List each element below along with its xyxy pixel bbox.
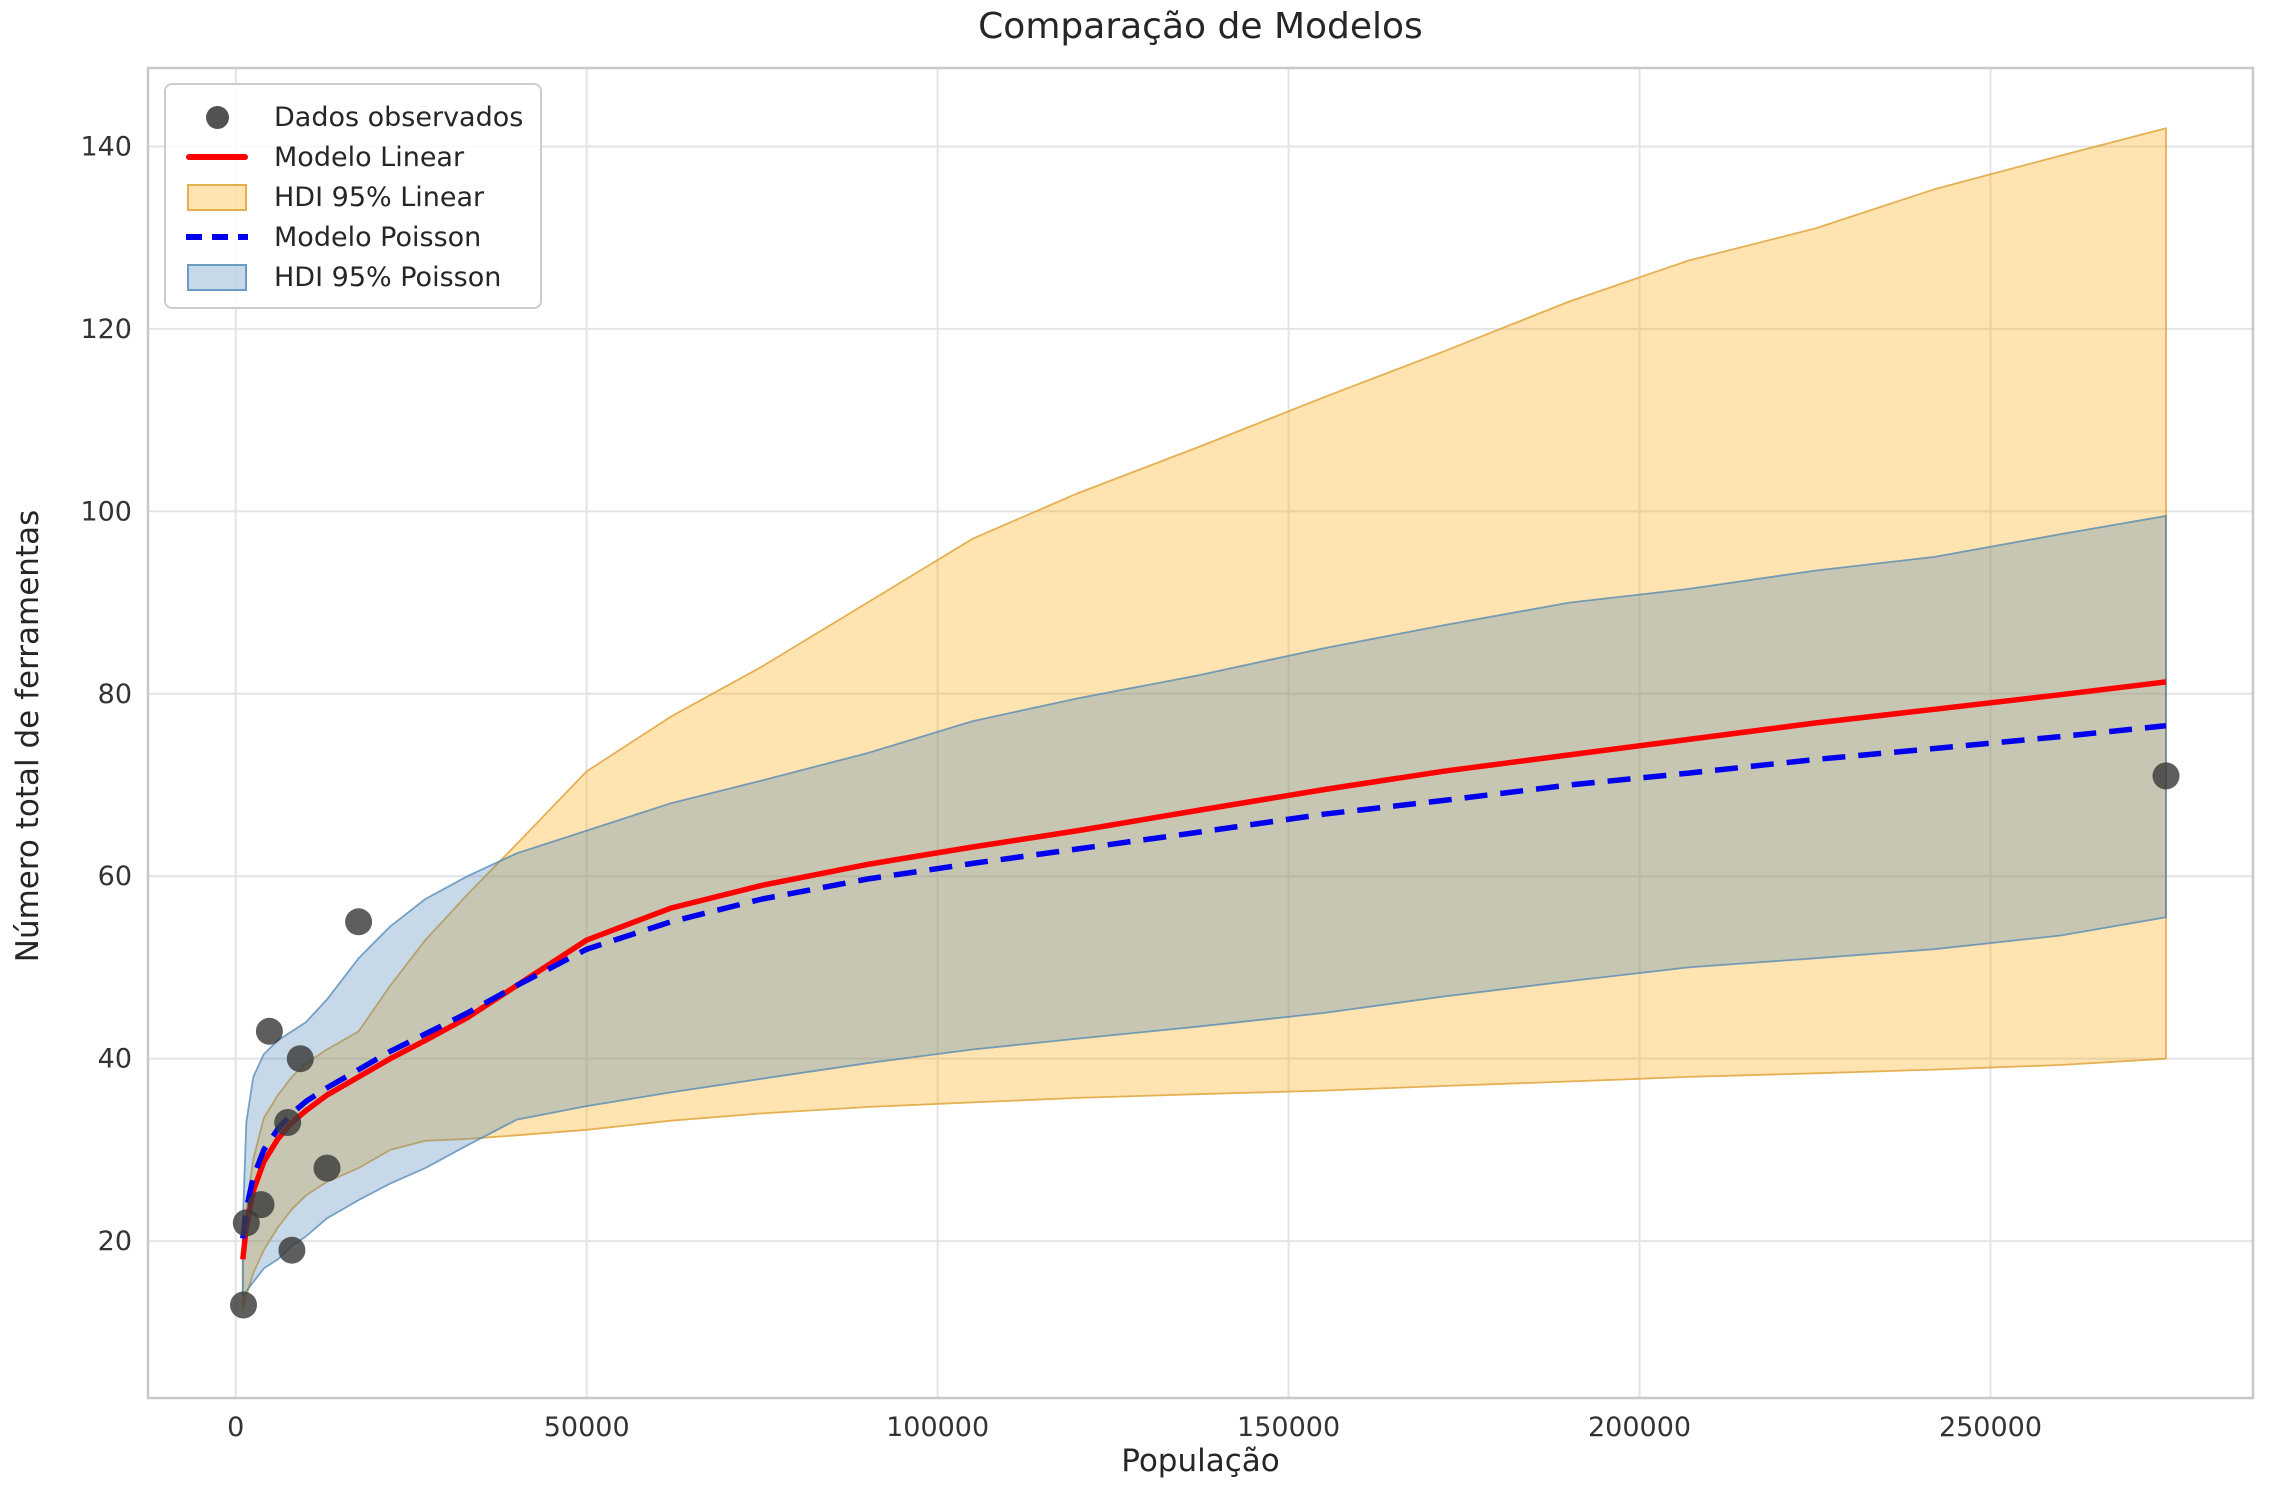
legend-label: HDI 95% Poisson xyxy=(274,261,502,293)
data-point xyxy=(286,1045,314,1073)
y-tick-label: 60 xyxy=(98,861,132,892)
x-tick-label: 50000 xyxy=(544,1412,630,1443)
data-point xyxy=(313,1154,341,1182)
data-point xyxy=(2152,762,2180,790)
data-point xyxy=(274,1109,302,1136)
legend-item: HDI 95% Linear xyxy=(178,177,530,217)
x-tick-label: 0 xyxy=(227,1412,244,1443)
legend-item: Modelo Linear xyxy=(178,137,530,177)
x-tick-label: 100000 xyxy=(886,1412,989,1443)
y-tick-label: 20 xyxy=(98,1226,132,1257)
x-tick-label: 150000 xyxy=(1237,1412,1340,1443)
data-point xyxy=(345,908,373,936)
axes-frame xyxy=(146,66,2255,1400)
legend-swatch-patch-tan xyxy=(186,183,248,211)
data-point xyxy=(232,1209,260,1237)
legend-label: HDI 95% Linear xyxy=(274,181,485,213)
legend-item: HDI 95% Poisson xyxy=(178,257,530,297)
legend-label: Dados observados xyxy=(274,101,524,133)
chart-title: Comparação de Modelos xyxy=(978,6,1423,47)
x-tick-label: 200000 xyxy=(1588,1412,1691,1443)
legend-item: Dados observados xyxy=(178,97,530,137)
y-tick-label: 140 xyxy=(80,131,132,162)
data-point xyxy=(230,1291,257,1319)
data-point xyxy=(247,1191,275,1219)
legend-label: Modelo Poisson xyxy=(274,221,482,253)
y-axis-label: Número total de ferramentas xyxy=(10,509,46,963)
x-axis-label: População xyxy=(1121,1443,1280,1479)
legend-item: Modelo Poisson xyxy=(178,217,530,257)
data-point xyxy=(278,1236,306,1264)
legend-swatch-marker xyxy=(186,105,248,129)
y-tick-label: 80 xyxy=(98,679,132,710)
legend-swatch-line xyxy=(186,154,248,160)
legend-swatch-patch-blue xyxy=(186,263,248,291)
legend-swatch-dashed xyxy=(186,234,248,240)
y-tick-label: 100 xyxy=(80,496,132,527)
y-tick-label: 40 xyxy=(98,1044,132,1075)
data-point xyxy=(255,1017,283,1045)
legend: Dados observados Modelo Linear HDI 95% Lin… xyxy=(164,83,542,309)
hdi-linear-band xyxy=(241,127,2167,1311)
x-tick-label: 250000 xyxy=(1939,1412,2042,1443)
hdi-poisson-band xyxy=(241,515,2167,1297)
y-tick-label: 120 xyxy=(80,314,132,345)
legend-label: Modelo Linear xyxy=(274,141,465,173)
